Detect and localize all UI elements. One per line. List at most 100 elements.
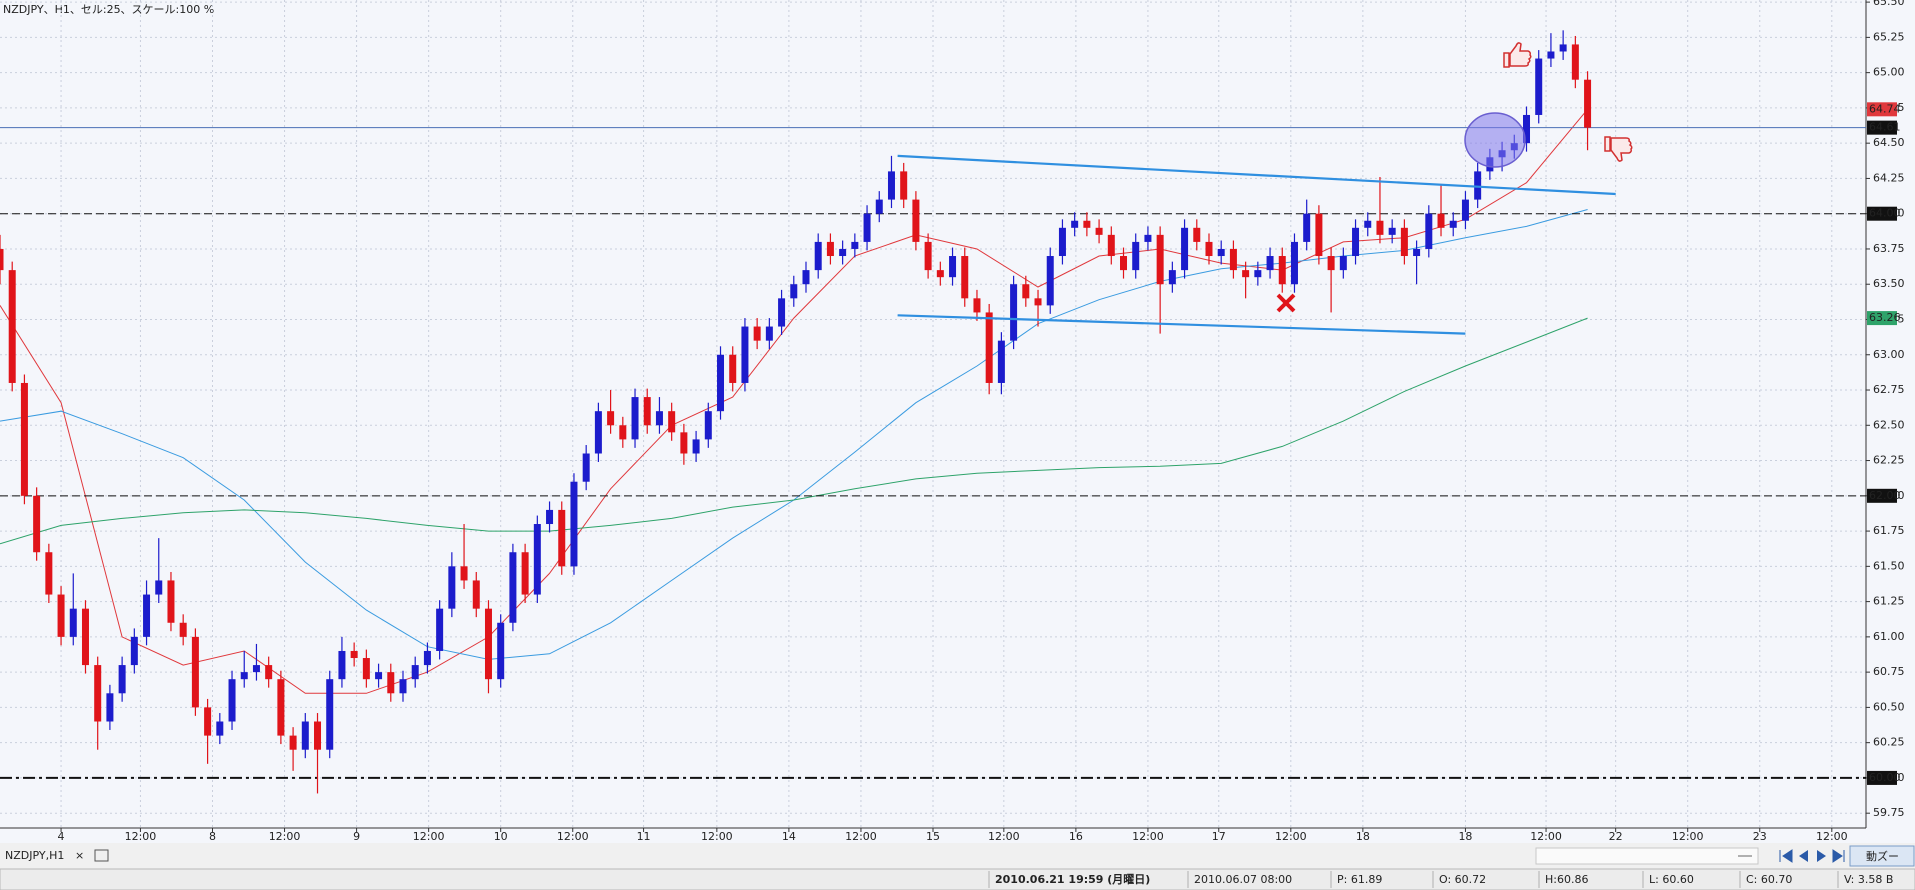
candle-body <box>692 439 700 454</box>
candle-body <box>497 622 505 680</box>
candle-body <box>1205 241 1213 257</box>
candle-body <box>1364 220 1372 228</box>
candle-body <box>1290 241 1298 285</box>
candle-body <box>1181 227 1189 271</box>
candle-body <box>1388 227 1396 235</box>
candle-body <box>729 354 737 383</box>
candle-body <box>790 284 798 299</box>
trend-line <box>897 314 1466 335</box>
status-text: H:60.86 <box>1545 873 1588 886</box>
ma-axis-label-box <box>1867 311 1897 326</box>
candle-body <box>1413 248 1421 257</box>
candle-body <box>619 425 627 440</box>
candle-body <box>69 608 77 637</box>
hline-label-box <box>1867 120 1897 135</box>
candle-body <box>472 580 480 609</box>
candle-body <box>191 636 199 708</box>
nav-buttons[interactable] <box>1779 849 1845 863</box>
tab-label[interactable]: NZDJPY,H1 <box>5 849 64 862</box>
candle-body <box>326 679 334 750</box>
candle-body <box>961 256 969 299</box>
zoom-button-frame[interactable] <box>1849 845 1915 867</box>
candle-body <box>1254 270 1262 278</box>
x-tick-label: 12:00 <box>557 830 589 843</box>
thumbs-up-icon <box>1503 42 1532 68</box>
candle-body <box>1083 220 1091 228</box>
status-text: V: 3.58 B <box>1844 873 1893 886</box>
nav-last[interactable] <box>1832 849 1845 863</box>
x-tick-label: 12:00 <box>269 830 301 843</box>
candle-body <box>1278 256 1286 285</box>
status-bar <box>0 868 1915 890</box>
candle-body <box>436 608 444 651</box>
scroll-box[interactable] <box>1535 847 1759 865</box>
y-tick-label: 61.25 <box>1873 595 1905 608</box>
candle-body <box>924 241 932 271</box>
candle-body <box>277 679 285 736</box>
y-tick-label: 64.50 <box>1873 136 1905 149</box>
candle-body <box>875 199 883 214</box>
highlight-circle <box>1464 112 1526 168</box>
status-text: P: 61.89 <box>1337 873 1382 886</box>
candle-body <box>484 608 492 680</box>
candle-body <box>1266 256 1274 271</box>
nav-next[interactable] <box>1817 850 1826 862</box>
y-tick-label: 59.75 <box>1873 806 1905 819</box>
hline-label-box <box>1867 488 1897 503</box>
candle-body <box>1559 44 1567 52</box>
candle-body <box>301 721 309 750</box>
candle-body <box>521 552 529 595</box>
cross-stroke <box>1276 293 1296 313</box>
candle-body <box>265 665 273 680</box>
candle-body <box>81 608 89 666</box>
x-tick-label: 4 <box>58 830 65 843</box>
trend-line <box>897 154 1616 196</box>
candle-body <box>582 453 590 482</box>
candle-body <box>375 672 383 680</box>
candle-body <box>0 248 4 271</box>
y-tick-label: 61.75 <box>1873 524 1905 537</box>
candle-body <box>362 658 370 680</box>
moving-average-line <box>0 317 1588 545</box>
candle-body <box>8 270 16 383</box>
candle-body <box>863 213 871 242</box>
candle-body <box>509 552 517 623</box>
candle-body <box>533 524 541 595</box>
hline-label: 62.00 <box>1869 489 1901 502</box>
x-tick-label: 18 <box>1458 830 1472 843</box>
candle-body <box>1571 44 1579 80</box>
nav-first[interactable] <box>1779 849 1793 863</box>
status-text: L: 60.60 <box>1649 873 1694 886</box>
x-tick-label: 16 <box>1069 830 1083 843</box>
candle-body <box>33 495 41 553</box>
candle-body <box>1046 256 1054 306</box>
candle-body <box>460 566 468 581</box>
y-tick-label: 61.00 <box>1873 630 1905 643</box>
tab-window-icon[interactable] <box>94 849 109 862</box>
candle-body <box>887 171 895 200</box>
candle-body <box>106 693 114 722</box>
candle-body <box>1193 227 1201 242</box>
zoom-button[interactable]: 動ズー <box>1866 849 1899 863</box>
candle-body <box>558 509 566 567</box>
ma-axis-label: 63.26 <box>1869 311 1901 324</box>
candle-body <box>1034 298 1042 306</box>
tab-close[interactable]: × <box>75 849 84 862</box>
x-tick-label: 12:00 <box>701 830 733 843</box>
candle-body <box>1400 227 1408 257</box>
ma-axis-label-box <box>1867 102 1897 117</box>
candle-body <box>912 199 920 242</box>
candle-body <box>839 248 847 257</box>
candle-body <box>1437 213 1445 228</box>
x-tick-label: 12:00 <box>1672 830 1704 843</box>
candle-body <box>252 665 260 673</box>
time-axis-background <box>0 828 1915 843</box>
candle-body <box>631 397 639 440</box>
hline-label-box <box>1867 770 1897 785</box>
y-tick-label: 61.50 <box>1873 559 1905 572</box>
x-tick-label: 23 <box>1753 830 1767 843</box>
candle-body <box>338 650 346 680</box>
nav-prev[interactable] <box>1799 850 1808 862</box>
candle-body <box>753 326 761 341</box>
